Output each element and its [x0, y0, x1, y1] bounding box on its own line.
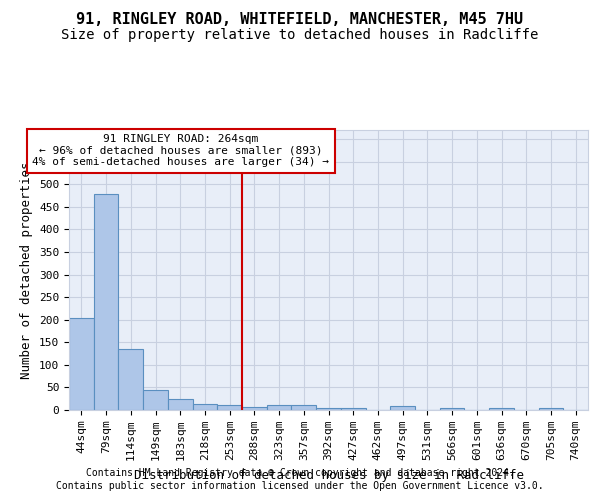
Text: Size of property relative to detached houses in Radcliffe: Size of property relative to detached ho… — [61, 28, 539, 42]
Bar — [539, 408, 563, 410]
Bar — [292, 406, 316, 410]
Text: Contains public sector information licensed under the Open Government Licence v3: Contains public sector information licen… — [56, 481, 544, 491]
Y-axis label: Number of detached properties: Number of detached properties — [20, 161, 34, 379]
Bar — [440, 408, 464, 410]
Bar — [69, 318, 94, 410]
Text: Contains HM Land Registry data © Crown copyright and database right 2024.: Contains HM Land Registry data © Crown c… — [86, 468, 514, 477]
Bar — [390, 406, 415, 410]
Text: 91, RINGLEY ROAD, WHITEFIELD, MANCHESTER, M45 7HU: 91, RINGLEY ROAD, WHITEFIELD, MANCHESTER… — [76, 12, 524, 28]
X-axis label: Distribution of detached houses by size in Radcliffe: Distribution of detached houses by size … — [133, 468, 523, 481]
Bar — [341, 408, 365, 410]
Bar — [267, 406, 292, 410]
Bar — [242, 407, 267, 410]
Bar — [143, 390, 168, 410]
Bar — [94, 194, 118, 410]
Bar — [118, 349, 143, 410]
Bar — [316, 408, 341, 410]
Text: 91 RINGLEY ROAD: 264sqm
← 96% of detached houses are smaller (893)
4% of semi-de: 91 RINGLEY ROAD: 264sqm ← 96% of detache… — [32, 134, 329, 168]
Bar — [489, 408, 514, 410]
Bar — [193, 404, 217, 410]
Bar — [168, 398, 193, 410]
Bar — [217, 404, 242, 410]
